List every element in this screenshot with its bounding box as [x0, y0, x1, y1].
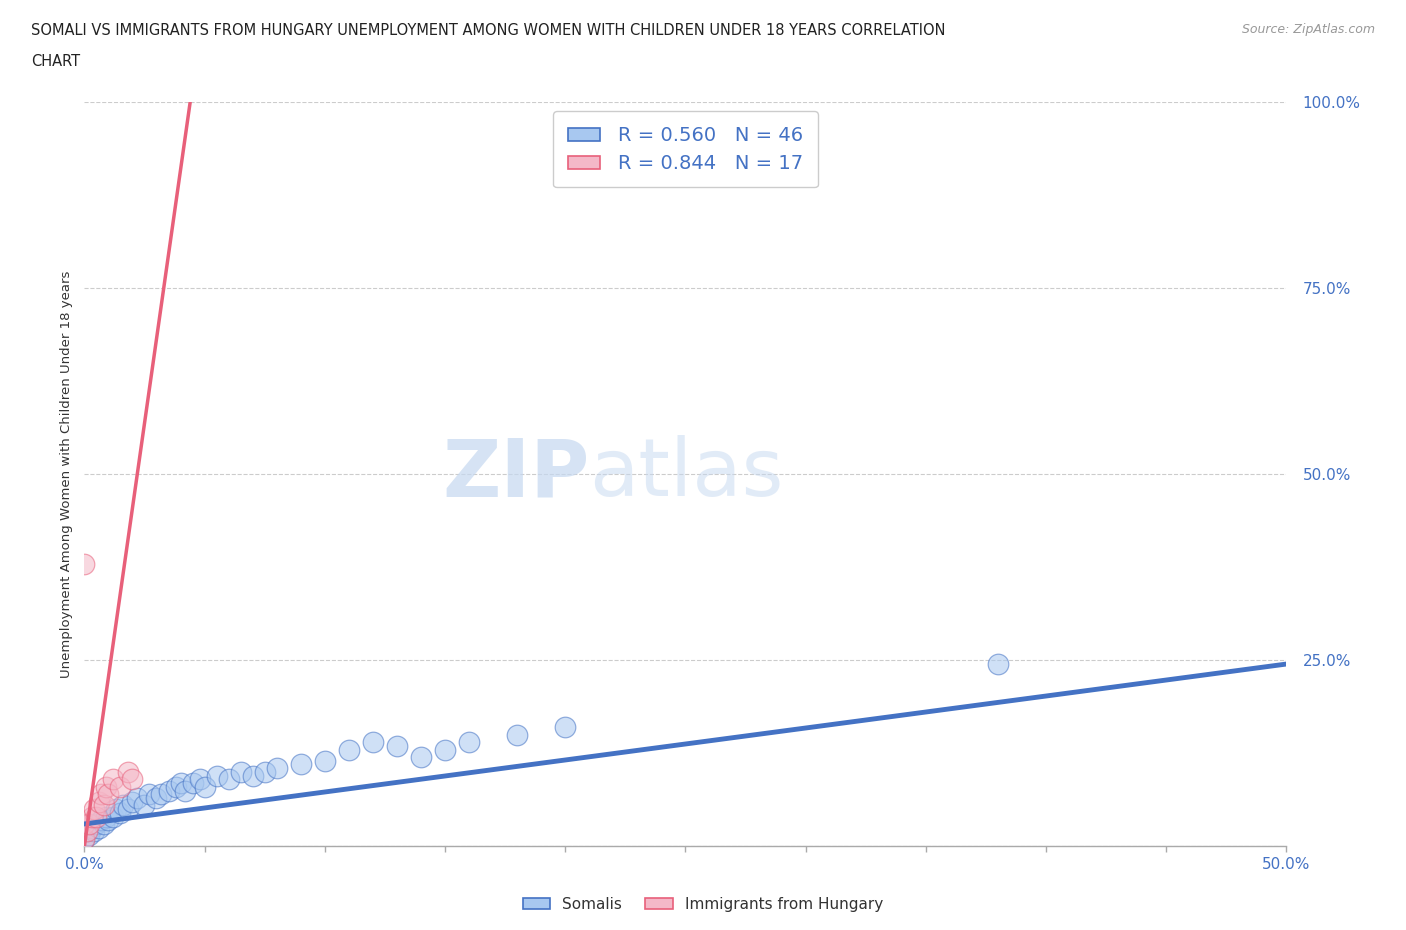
- Point: [111, 798, 134, 813]
- Point: [90, 787, 112, 802]
- Point: [458, 735, 481, 750]
- Point: [434, 742, 457, 757]
- Point: [409, 750, 432, 764]
- Point: [169, 776, 191, 790]
- Point: [117, 764, 139, 779]
- Point: [290, 757, 312, 772]
- Point: [266, 761, 288, 776]
- Point: [554, 720, 576, 735]
- Point: [361, 735, 384, 750]
- Point: [242, 768, 264, 783]
- Text: CHART: CHART: [31, 54, 80, 69]
- Point: [188, 772, 211, 787]
- Point: [87, 820, 110, 835]
- Point: [110, 805, 132, 820]
- Point: [157, 783, 180, 798]
- Point: [506, 727, 529, 742]
- Point: [93, 798, 115, 813]
- Point: [77, 817, 100, 831]
- Point: [337, 742, 360, 757]
- Point: [385, 738, 408, 753]
- Point: [121, 772, 143, 787]
- Point: [76, 824, 98, 839]
- Point: [987, 657, 1010, 671]
- Point: [97, 787, 120, 802]
- Point: [93, 817, 115, 831]
- Point: [194, 779, 217, 794]
- Legend: Somalis, Immigrants from Hungary: Somalis, Immigrants from Hungary: [516, 891, 890, 918]
- Point: [76, 824, 98, 839]
- Point: [110, 779, 132, 794]
- Point: [86, 817, 108, 831]
- Point: [94, 779, 117, 794]
- Point: [150, 787, 173, 802]
- Y-axis label: Unemployment Among Women with Children Under 18 years: Unemployment Among Women with Children U…: [60, 271, 73, 678]
- Point: [103, 772, 125, 787]
- Point: [145, 790, 167, 805]
- Point: [94, 809, 117, 824]
- Point: [83, 802, 105, 817]
- Text: ZIP: ZIP: [441, 435, 589, 513]
- Point: [218, 772, 240, 787]
- Point: [87, 794, 110, 809]
- Point: [97, 813, 120, 828]
- Point: [174, 783, 197, 798]
- Legend: R = 0.560   N = 46, R = 0.844   N = 17: R = 0.560 N = 46, R = 0.844 N = 17: [553, 112, 818, 187]
- Point: [253, 764, 276, 779]
- Point: [73, 831, 96, 846]
- Point: [165, 779, 187, 794]
- Text: atlas: atlas: [589, 435, 783, 513]
- Point: [86, 809, 108, 824]
- Point: [127, 790, 149, 805]
- Text: SOMALI VS IMMIGRANTS FROM HUNGARY UNEMPLOYMENT AMONG WOMEN WITH CHILDREN UNDER 1: SOMALI VS IMMIGRANTS FROM HUNGARY UNEMPL…: [31, 23, 945, 38]
- Point: [181, 776, 204, 790]
- Point: [73, 831, 96, 846]
- Text: Source: ZipAtlas.com: Source: ZipAtlas.com: [1241, 23, 1375, 36]
- Point: [80, 820, 103, 835]
- Point: [73, 556, 96, 571]
- Point: [117, 802, 139, 817]
- Point: [314, 753, 336, 768]
- Point: [104, 802, 127, 817]
- Point: [229, 764, 252, 779]
- Point: [90, 813, 112, 828]
- Point: [205, 768, 228, 783]
- Point: [134, 798, 156, 813]
- Point: [138, 787, 160, 802]
- Point: [83, 824, 105, 839]
- Point: [77, 828, 100, 843]
- Point: [73, 817, 96, 831]
- Point: [121, 794, 143, 809]
- Point: [103, 809, 125, 824]
- Point: [80, 809, 103, 824]
